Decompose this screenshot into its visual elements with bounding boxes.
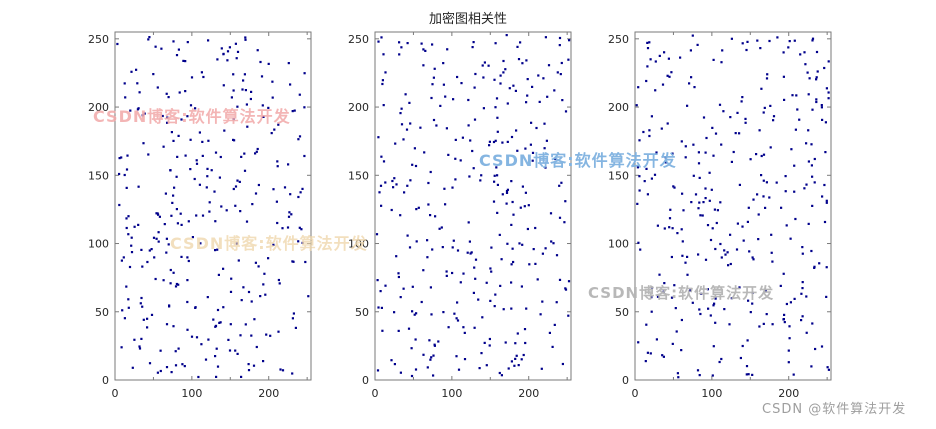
svg-text:0: 0: [362, 374, 369, 387]
scatter-points: [375, 34, 571, 378]
x-axis-labels: 0 100 200: [112, 387, 280, 400]
axes-box: [634, 31, 832, 381]
scatter-points: [116, 36, 310, 379]
x-axis-ticks: [114, 32, 308, 380]
chart-title: 加密图相关性: [428, 12, 507, 27]
axes-box: [374, 31, 572, 381]
axes-box: [114, 31, 312, 381]
svg-text:250: 250: [608, 33, 629, 46]
svg-text:200: 200: [348, 101, 369, 114]
svg-text:150: 150: [88, 169, 109, 182]
y-axis-ticks: [635, 38, 831, 381]
svg-text:100: 100: [701, 387, 722, 400]
svg-text:100: 100: [88, 238, 109, 251]
y-axis-ticks: [375, 38, 571, 381]
scatter-points: [635, 34, 830, 379]
scatter-plot-2: 0 50 100 150 200 250 0 100 200: [330, 22, 581, 406]
svg-text:100: 100: [441, 387, 462, 400]
svg-text:50: 50: [355, 306, 369, 319]
svg-text:50: 50: [95, 306, 109, 319]
svg-text:200: 200: [518, 387, 539, 400]
svg-text:250: 250: [348, 33, 369, 46]
x-axis-labels: 0 100 200: [632, 387, 800, 400]
y-axis-ticks: [115, 38, 311, 381]
x-axis-ticks: [634, 32, 828, 380]
svg-text:200: 200: [258, 387, 279, 400]
y-axis-labels: 0 50 100 150 200 250: [348, 33, 369, 387]
y-axis-labels: 0 50 100 150 200 250: [88, 33, 109, 387]
svg-text:0: 0: [112, 387, 119, 400]
svg-text:0: 0: [622, 374, 629, 387]
svg-text:150: 150: [608, 169, 629, 182]
scatter-plot-3: 0 50 100 150 200 250 0 100 200: [590, 22, 841, 406]
x-axis-labels: 0 100 200: [372, 387, 540, 400]
svg-text:200: 200: [88, 101, 109, 114]
x-axis-ticks: [374, 32, 568, 380]
svg-text:100: 100: [181, 387, 202, 400]
scatter-plot-1: 0 50 100 150 200 250 0 100 200: [70, 22, 321, 406]
svg-text:0: 0: [372, 387, 379, 400]
svg-text:50: 50: [615, 306, 629, 319]
svg-text:100: 100: [608, 238, 629, 251]
svg-text:200: 200: [608, 101, 629, 114]
svg-text:250: 250: [88, 33, 109, 46]
y-axis-labels: 0 50 100 150 200 250: [608, 33, 629, 387]
svg-text:200: 200: [778, 387, 799, 400]
svg-text:0: 0: [102, 374, 109, 387]
svg-text:100: 100: [348, 238, 369, 251]
svg-text:150: 150: [348, 169, 369, 182]
svg-text:0: 0: [632, 387, 639, 400]
